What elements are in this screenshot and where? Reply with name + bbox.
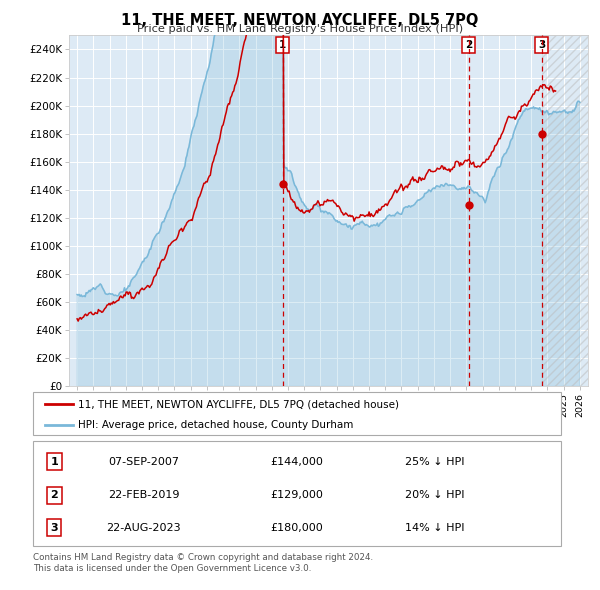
Text: HPI: Average price, detached house, County Durham: HPI: Average price, detached house, Coun… [78, 421, 353, 431]
Text: 11, THE MEET, NEWTON AYCLIFFE, DL5 7PQ: 11, THE MEET, NEWTON AYCLIFFE, DL5 7PQ [121, 13, 479, 28]
Text: 07-SEP-2007: 07-SEP-2007 [109, 457, 179, 467]
Text: This data is licensed under the Open Government Licence v3.0.: This data is licensed under the Open Gov… [33, 564, 311, 573]
Text: 20% ↓ HPI: 20% ↓ HPI [404, 490, 464, 500]
Text: 2: 2 [465, 40, 472, 50]
Text: £129,000: £129,000 [271, 490, 323, 500]
Text: Contains HM Land Registry data © Crown copyright and database right 2024.: Contains HM Land Registry data © Crown c… [33, 553, 373, 562]
Text: 11, THE MEET, NEWTON AYCLIFFE, DL5 7PQ (detached house): 11, THE MEET, NEWTON AYCLIFFE, DL5 7PQ (… [78, 399, 399, 409]
Text: £180,000: £180,000 [271, 523, 323, 533]
Text: 1: 1 [50, 457, 58, 467]
Text: Price paid vs. HM Land Registry's House Price Index (HPI): Price paid vs. HM Land Registry's House … [137, 24, 463, 34]
Text: 2: 2 [50, 490, 58, 500]
Text: 25% ↓ HPI: 25% ↓ HPI [404, 457, 464, 467]
Text: 3: 3 [538, 40, 545, 50]
Text: 22-AUG-2023: 22-AUG-2023 [107, 523, 181, 533]
Text: 22-FEB-2019: 22-FEB-2019 [108, 490, 179, 500]
Text: £144,000: £144,000 [271, 457, 323, 467]
Text: 1: 1 [280, 40, 287, 50]
Text: 14% ↓ HPI: 14% ↓ HPI [404, 523, 464, 533]
Text: 3: 3 [50, 523, 58, 533]
